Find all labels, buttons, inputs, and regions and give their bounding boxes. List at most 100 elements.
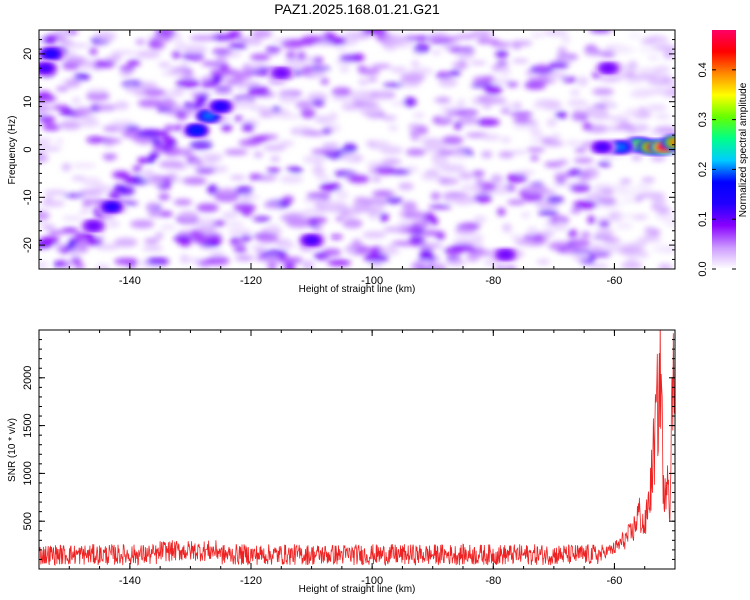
heatmap-cell <box>598 97 611 104</box>
heatmap-cell <box>55 86 69 92</box>
tick-label: -100 <box>361 275 383 287</box>
heatmap-ridge-cell <box>158 130 169 137</box>
heatmap-cell <box>512 42 521 50</box>
heatmap-cell <box>443 195 456 203</box>
heatmap-cell <box>509 234 523 239</box>
heatmap-cell <box>506 199 526 205</box>
heatmap-cell <box>311 148 337 155</box>
heatmap-hotspot <box>601 64 616 73</box>
heatmap-cell <box>561 76 578 83</box>
heatmap-cell <box>509 111 534 117</box>
heatmap-cell <box>107 220 121 228</box>
heatmap-cell <box>195 168 216 174</box>
heatmap-cell <box>566 100 589 107</box>
heatmap-cell <box>80 115 98 121</box>
heatmap-cell <box>418 254 437 262</box>
heatmap-cell <box>279 175 304 184</box>
heatmap-cell <box>214 86 233 91</box>
heatmap-cell <box>342 143 358 154</box>
heatmap-cell <box>39 210 50 221</box>
heatmap-cell <box>228 42 248 50</box>
heatmap-cell <box>572 200 598 210</box>
heatmap-cell <box>147 211 162 217</box>
heatmap-hotspot <box>104 202 119 211</box>
heatmap-cell <box>111 170 131 179</box>
heatmap-cell <box>175 78 201 89</box>
tick-label: -120 <box>240 575 262 587</box>
heatmap-hotspot <box>86 221 101 230</box>
heatmap-cell <box>420 137 443 145</box>
heatmap-cell <box>359 106 384 117</box>
heatmap-cell <box>74 263 85 269</box>
heatmap-cell <box>549 215 570 225</box>
heatmap-cell <box>143 88 167 97</box>
heatmap-hotspot <box>613 143 628 152</box>
heatmap-cell <box>267 224 281 235</box>
heatmap-cell <box>391 241 417 246</box>
heatmap-cell <box>388 169 411 175</box>
heatmap-cell <box>135 50 161 59</box>
tick-label: 0.2 <box>697 162 709 177</box>
tick-label: -120 <box>240 275 262 287</box>
heatmap-cell <box>39 146 62 151</box>
heatmap-cell <box>650 204 661 211</box>
heatmap-cell <box>221 211 238 219</box>
heatmap-cell <box>189 35 216 41</box>
heatmap-cell <box>253 151 263 158</box>
heatmap-cell <box>651 198 667 206</box>
heatmap-cell <box>331 95 345 101</box>
heatmap-cell <box>441 135 464 145</box>
heatmap-cell <box>470 83 493 88</box>
heatmap-cell <box>55 138 64 144</box>
heatmap-cell <box>306 216 328 224</box>
snr-background <box>39 330 675 569</box>
heatmap-cell <box>87 88 109 94</box>
heatmap-cell <box>143 238 160 245</box>
heatmap-cell <box>211 48 232 55</box>
heatmap-cell <box>382 82 405 88</box>
heatmap-cell <box>627 32 643 39</box>
heatmap-cell <box>430 192 441 201</box>
heatmap-hotspot <box>304 236 319 245</box>
heatmap-cell <box>520 212 531 218</box>
heatmap-cell <box>368 77 378 82</box>
heatmap-cell <box>234 255 254 262</box>
heatmap-cell <box>221 124 233 132</box>
snr-x-label: Height of straight line (km) <box>299 584 416 595</box>
heatmap-cell <box>432 49 441 56</box>
heatmap-cell <box>611 184 629 193</box>
heatmap-cell <box>639 67 657 76</box>
heatmap-cell <box>78 209 90 215</box>
heatmap-cell <box>119 71 132 77</box>
heatmap-cell <box>156 211 174 217</box>
heatmap-ridge-cell <box>149 152 160 159</box>
heatmap-cell <box>546 117 557 128</box>
heatmap-cell <box>628 60 638 71</box>
snr-series-line <box>39 330 675 567</box>
heatmap-cell <box>615 222 633 230</box>
heatmap-cell <box>295 100 313 110</box>
heatmap-cell <box>224 149 248 156</box>
heatmap-cell <box>174 40 186 51</box>
heatmap-cell <box>119 65 135 72</box>
heatmap-cell <box>565 139 581 147</box>
heatmap-cell <box>635 239 647 248</box>
heatmap-cell <box>483 260 501 266</box>
heatmap-cell <box>42 124 61 131</box>
heatmap-cell <box>260 175 277 181</box>
heatmap-panel: -140 -120 -100 -80 -60 20 10 0 -10 -20 Height of… <box>7 29 676 295</box>
heatmap-cell <box>148 39 163 49</box>
heatmap-ridge-cell <box>132 175 143 182</box>
heatmap-cell <box>61 163 71 171</box>
heatmap-cell <box>267 262 277 269</box>
heatmap-cell <box>526 147 545 153</box>
heatmap-cell <box>320 77 329 85</box>
heatmap-hotspot <box>201 112 216 121</box>
heatmap-cell <box>631 152 642 162</box>
heatmap-cell <box>574 147 587 153</box>
heatmap-cell <box>409 212 425 220</box>
heatmap-cell <box>501 136 511 144</box>
heatmap-cell <box>59 40 74 45</box>
heatmap-cell <box>44 195 53 203</box>
